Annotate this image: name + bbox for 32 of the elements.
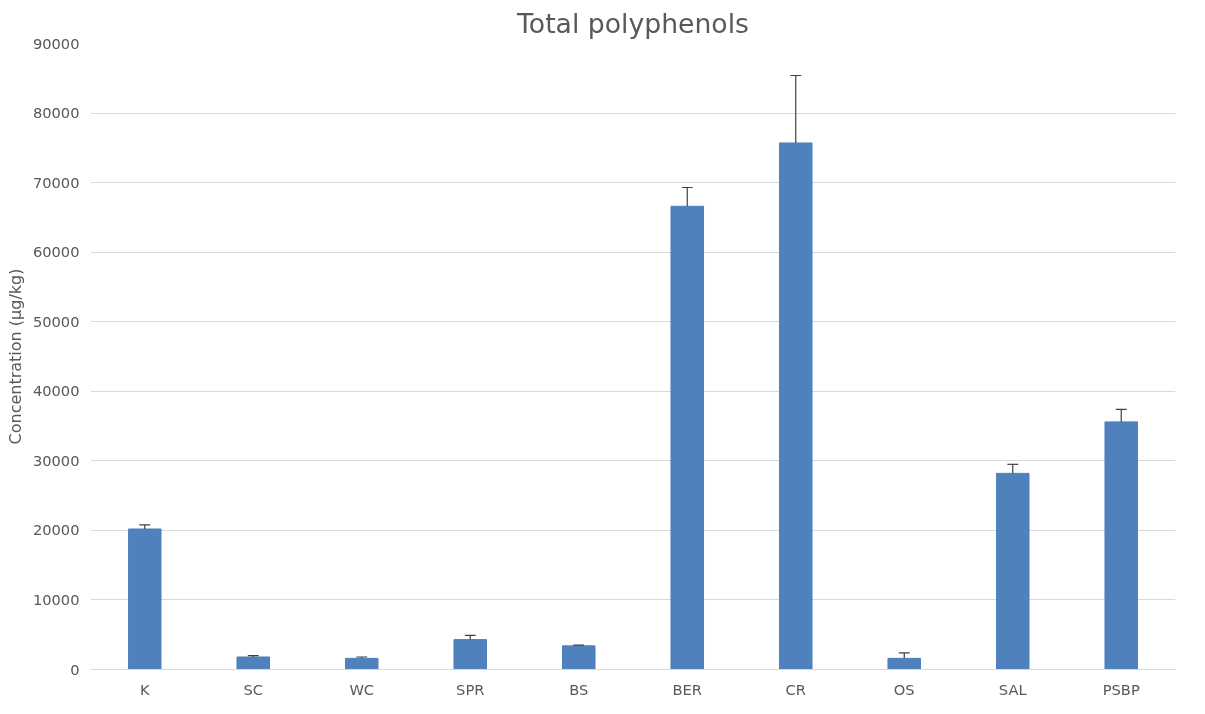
y-axis-title: Concentration (µg/kg) — [5, 268, 25, 445]
y-tick-label: 20000 — [32, 521, 80, 539]
y-tick-label: 60000 — [32, 243, 80, 261]
y-tick-label: 90000 — [32, 34, 80, 52]
y-tick-label: 30000 — [32, 451, 80, 469]
x-tick-label: BER — [672, 680, 702, 698]
x-tick-label: PSBP — [1102, 680, 1140, 698]
x-tick-label: SC — [243, 680, 264, 698]
bar — [1104, 421, 1139, 670]
x-tick-label: SAL — [998, 680, 1028, 698]
x-tick-label: K — [139, 680, 150, 698]
bar — [995, 472, 1030, 670]
x-tick-label: WC — [349, 680, 375, 698]
x-tick-label: BS — [569, 680, 589, 698]
y-tick-label: 50000 — [32, 312, 80, 330]
y-tick-label: 0 — [70, 660, 80, 678]
bar — [670, 205, 705, 670]
bar — [887, 657, 922, 670]
bar — [561, 645, 596, 670]
bar — [778, 142, 813, 670]
y-tick-label: 40000 — [32, 382, 80, 400]
y-tick-label: 70000 — [32, 173, 80, 191]
bar — [453, 639, 488, 670]
bar — [236, 656, 271, 670]
chart-title: Total polyphenols — [516, 7, 749, 39]
y-tick-label: 80000 — [32, 104, 80, 122]
x-tick-label: SPR — [456, 680, 485, 698]
x-tick-label: OS — [893, 680, 915, 698]
bar — [344, 657, 379, 670]
bar — [127, 528, 162, 670]
y-tick-label: 10000 — [32, 590, 80, 608]
x-tick-label: CR — [785, 680, 806, 698]
